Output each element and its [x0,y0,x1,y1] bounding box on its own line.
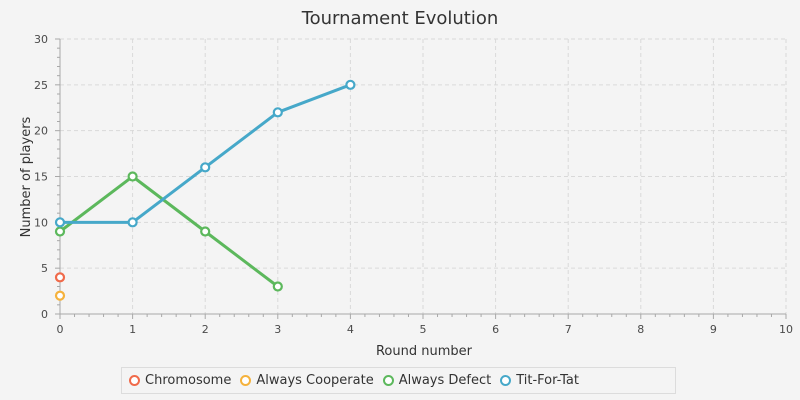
x-tick-label: 0 [57,323,64,336]
legend-item-tit-for-tat: Tit-For-Tat [500,373,579,388]
y-tick-label: 15 [34,171,48,184]
x-tick-label: 10 [779,323,793,336]
data-point-tit-for-tat [345,79,356,90]
data-point-tit-for-tat [200,162,211,173]
y-axis-title: Number of players [19,116,34,237]
data-point-tit-for-tat [54,217,66,228]
x-tick-label: 4 [347,323,354,336]
legend: Chromosome Always Cooperate Always Defect T… [121,367,676,394]
legend-label: Tit-For-Tat [516,373,579,388]
x-tick-label: 6 [492,323,499,336]
data-point-always-defect [127,171,138,182]
y-tick-label: 20 [34,125,48,138]
y-tick-label: 25 [34,79,48,92]
legend-item-always-defect: Always Defect [382,373,492,388]
x-axis-title: Round number [376,344,473,359]
x-tick-label: 7 [565,323,572,336]
axes [55,38,787,319]
chart-title: Tournament Evolution [301,8,499,29]
legend-item-always-cooperate: Always Cooperate [240,373,374,388]
x-tick-label: 1 [129,323,136,336]
data-point-always-cooperate [54,290,66,301]
y-tick-label: 0 [41,308,48,321]
data-point-chromosome [54,272,66,283]
legend-label: Always Cooperate [256,373,374,388]
y-tick-label: 10 [34,216,48,229]
data-point-always-defect [54,226,66,237]
data-point-always-defect [272,281,283,292]
legend-marker [382,375,394,386]
x-tick-label: 2 [202,323,209,336]
x-tick-label: 3 [274,323,281,336]
x-tick-label: 8 [637,323,644,336]
data-point-tit-for-tat [127,217,138,228]
legend-marker [129,375,140,386]
tick-labels: 0 1 2 3 4 5 6 7 8 9 10 0 5 10 15 20 25 30 [34,33,793,336]
legend-marker [500,375,512,386]
data-point-always-defect [200,226,211,237]
legend-marker [240,375,252,386]
y-tick-label: 5 [41,262,48,275]
legend-label: Chromosome [145,373,232,388]
series-line-always-defect [59,175,279,288]
legend-label: Always Defect [398,373,492,388]
y-tick-label: 30 [34,33,48,46]
legend-item-chromosome: Chromosome [129,373,231,388]
series-points [54,79,356,301]
data-point-tit-for-tat [272,107,283,118]
x-tick-label: 9 [710,323,717,336]
grid [60,38,787,314]
x-tick-label: 5 [420,323,427,336]
